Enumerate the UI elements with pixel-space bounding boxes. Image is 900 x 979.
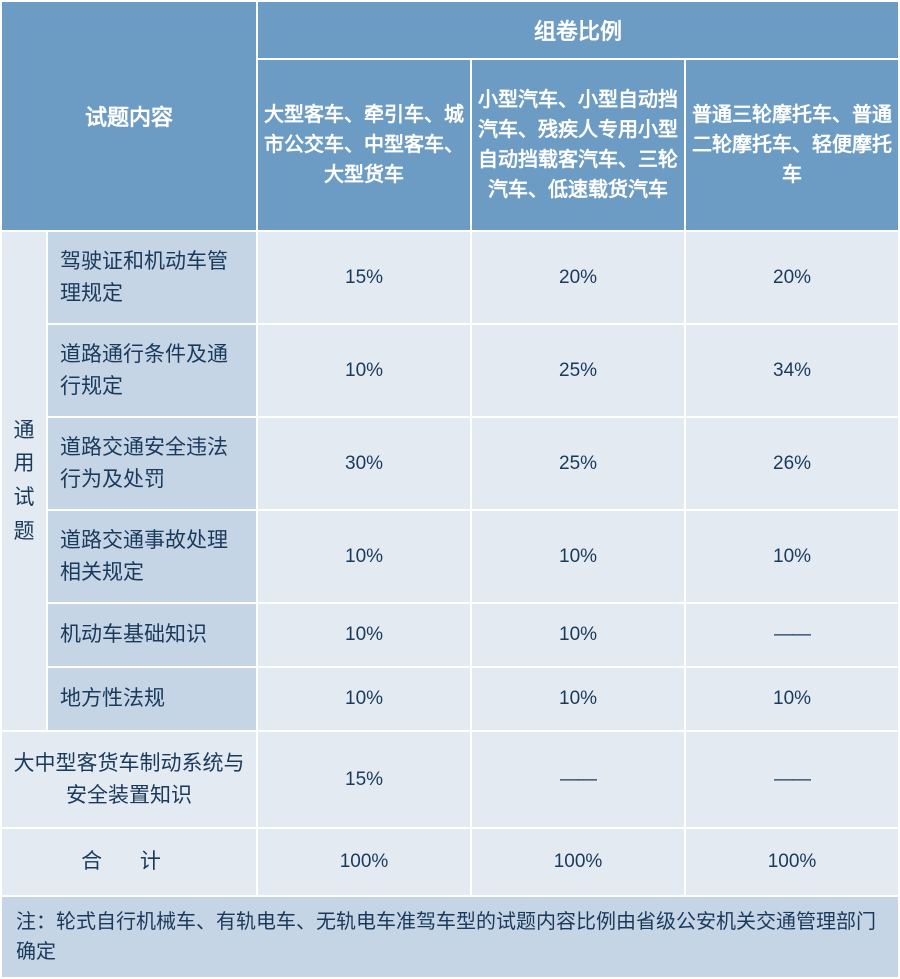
value-cell: —— [471, 731, 685, 828]
header-row-1: 试题内容 组卷比例 [1, 1, 899, 59]
value-cell: 10% [257, 603, 471, 667]
note-text: 注：轮式自行机械车、有轨电车、无轨电车准驾车型的试题内容比例由省级公安机关交通管… [1, 896, 899, 978]
exam-ratio-table: 试题内容 组卷比例 大型客车、牵引车、城市公交车、中型客车、大型货车 小型汽车、… [0, 0, 900, 979]
value-cell: —— [685, 731, 899, 828]
value-cell: 10% [471, 510, 685, 603]
table-row: 通用试题 驾驶证和机动车管理规定 15% 20% 20% [1, 231, 899, 324]
extra-row: 大中型客货车制动系统与安全装置知识 15% —— —— [1, 731, 899, 828]
col3-header: 普通三轮摩托车、普通二轮摩托车、轻便摩托车 [685, 59, 899, 231]
category-cell: 道路交通事故处理相关规定 [47, 510, 257, 603]
content-header: 试题内容 [1, 1, 257, 231]
category-cell: 地方性法规 [47, 667, 257, 731]
value-cell: —— [685, 603, 899, 667]
value-cell: 26% [685, 417, 899, 510]
category-cell: 道路交通安全违法行为及处罚 [47, 417, 257, 510]
total-label: 合 计 [1, 828, 257, 896]
category-cell: 驾驶证和机动车管理规定 [47, 231, 257, 324]
value-cell: 100% [257, 828, 471, 896]
extra-category: 大中型客货车制动系统与安全装置知识 [1, 731, 257, 828]
table-row: 道路通行条件及通行规定 10% 25% 34% [1, 324, 899, 417]
value-cell: 10% [685, 667, 899, 731]
value-cell: 20% [685, 231, 899, 324]
value-cell: 10% [471, 603, 685, 667]
note-row: 注：轮式自行机械车、有轨电车、无轨电车准驾车型的试题内容比例由省级公安机关交通管… [1, 896, 899, 978]
value-cell: 10% [257, 667, 471, 731]
value-cell: 10% [471, 667, 685, 731]
value-cell: 25% [471, 417, 685, 510]
value-cell: 30% [257, 417, 471, 510]
col1-header: 大型客车、牵引车、城市公交车、中型客车、大型货车 [257, 59, 471, 231]
category-cell: 道路通行条件及通行规定 [47, 324, 257, 417]
table-row: 地方性法规 10% 10% 10% [1, 667, 899, 731]
value-cell: 100% [471, 828, 685, 896]
value-cell: 15% [257, 731, 471, 828]
col2-header: 小型汽车、小型自动挡汽车、残疾人专用小型自动挡载客汽车、三轮汽车、低速载货汽车 [471, 59, 685, 231]
value-cell: 25% [471, 324, 685, 417]
ratio-header: 组卷比例 [257, 1, 899, 59]
value-cell: 20% [471, 231, 685, 324]
table-row: 道路交通事故处理相关规定 10% 10% 10% [1, 510, 899, 603]
value-cell: 10% [257, 324, 471, 417]
value-cell: 10% [257, 510, 471, 603]
category-cell: 机动车基础知识 [47, 603, 257, 667]
value-cell: 10% [685, 510, 899, 603]
value-cell: 15% [257, 231, 471, 324]
value-cell: 34% [685, 324, 899, 417]
table-row: 道路交通安全违法行为及处罚 30% 25% 26% [1, 417, 899, 510]
value-cell: 100% [685, 828, 899, 896]
table-row: 机动车基础知识 10% 10% —— [1, 603, 899, 667]
side-label: 通用试题 [1, 231, 47, 731]
total-row: 合 计 100% 100% 100% [1, 828, 899, 896]
